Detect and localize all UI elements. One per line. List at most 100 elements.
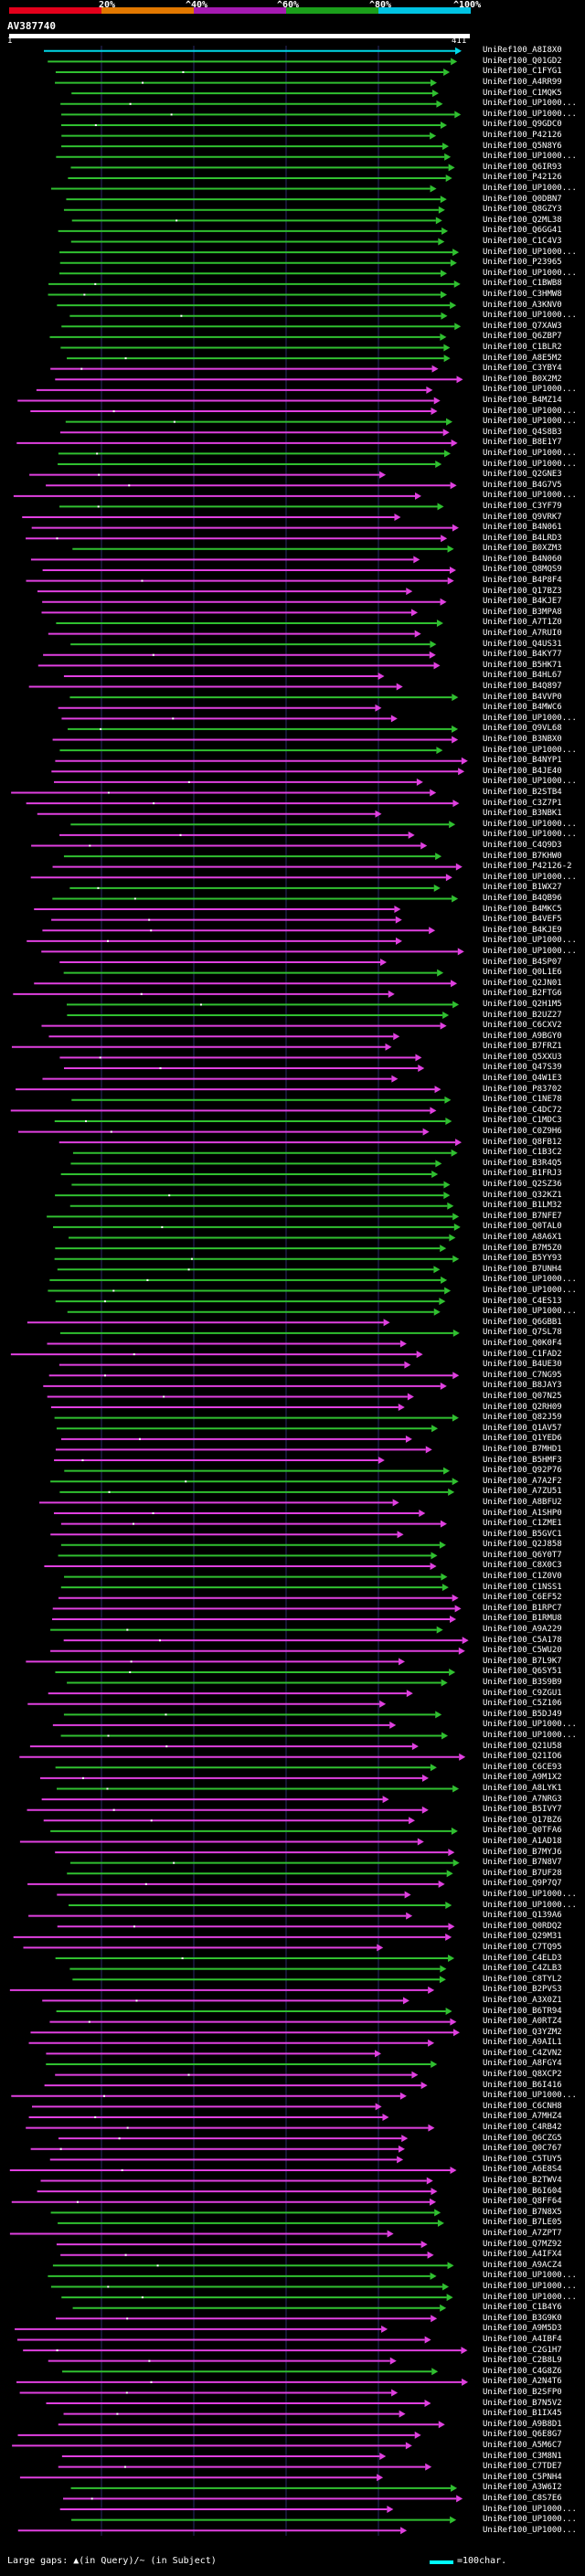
hit-row[interactable]: UniRef100_A4IFX4	[0, 2250, 585, 2260]
hit-row[interactable]: UniRef100_Q17BZ6	[0, 1816, 585, 1826]
hit-label[interactable]: UniRef100_UP1000...	[483, 946, 577, 956]
hit-row[interactable]: UniRef100_B4LRD3	[0, 534, 585, 544]
hit-label[interactable]: UniRef100_Q6E8G7	[483, 2430, 562, 2440]
hit-label[interactable]: UniRef100_B0XZM3	[483, 544, 562, 554]
hit-label[interactable]: UniRef100_Q5XXU3	[483, 1052, 562, 1062]
hit-row[interactable]: UniRef100_B7N5V2	[0, 2399, 585, 2409]
hit-label[interactable]: UniRef100_Q8MQS9	[483, 565, 562, 575]
hit-row[interactable]: UniRef100_C4ZVN2	[0, 2049, 585, 2059]
hit-label[interactable]: UniRef100_UP1000...	[483, 268, 577, 278]
hit-label[interactable]: UniRef100_Q92P76	[483, 1466, 562, 1476]
hit-label[interactable]: UniRef100_UP1000...	[483, 184, 577, 194]
hit-row[interactable]: UniRef100_C1C4V3	[0, 237, 585, 247]
hit-row[interactable]: UniRef100_C3Z7P1	[0, 799, 585, 809]
hit-row[interactable]: UniRef100_B7M5Z0	[0, 1244, 585, 1254]
hit-label[interactable]: UniRef100_Q21U58	[483, 1741, 562, 1751]
hit-label[interactable]: UniRef100_Q82J59	[483, 1413, 562, 1423]
hit-label[interactable]: UniRef100_A7ZPT7	[483, 2229, 562, 2239]
hit-label[interactable]: UniRef100_B4KY77	[483, 650, 562, 660]
hit-row[interactable]: UniRef100_B0XZM3	[0, 544, 585, 554]
hit-label[interactable]: UniRef100_B7NFE7	[483, 1211, 562, 1221]
hit-label[interactable]: UniRef100_A7ZU51	[483, 1487, 562, 1497]
hit-row[interactable]: UniRef100_Q32KZ1	[0, 1191, 585, 1201]
hit-row[interactable]: UniRef100_A9ACZ4	[0, 2261, 585, 2271]
hit-label[interactable]: UniRef100_A9B8D1	[483, 2419, 562, 2429]
hit-row[interactable]: UniRef100_C1BLR2	[0, 343, 585, 353]
hit-row[interactable]: UniRef100_B7NFE7	[0, 1212, 585, 1222]
hit-label[interactable]: UniRef100_A8E5M2	[483, 353, 562, 363]
hit-label[interactable]: UniRef100_P42126	[483, 173, 562, 183]
hit-row[interactable]: UniRef100_UP1000...	[0, 1890, 585, 1900]
hit-row[interactable]: UniRef100_B4HL67	[0, 671, 585, 681]
hit-row[interactable]: UniRef100_A9A229	[0, 1625, 585, 1635]
hit-row[interactable]: UniRef100_B7N8V7	[0, 1858, 585, 1868]
hit-label[interactable]: UniRef100_UP1000...	[483, 406, 577, 416]
hit-row[interactable]: UniRef100_UP1000...	[0, 2515, 585, 2525]
hit-label[interactable]: UniRef100_C1Z0V0	[483, 1572, 562, 1582]
hit-row[interactable]: UniRef100_C4ELD3	[0, 1954, 585, 1964]
hit-row[interactable]: UniRef100_B5DJ49	[0, 1710, 585, 1720]
hit-label[interactable]: UniRef100_C6CXV2	[483, 1021, 562, 1031]
hit-label[interactable]: UniRef100_UP1000...	[483, 1286, 577, 1295]
hit-row[interactable]: UniRef100_A0RTZ4	[0, 2017, 585, 2027]
hit-label[interactable]: UniRef100_B4HL67	[483, 671, 562, 681]
hit-row[interactable]: UniRef100_B7MYJ6	[0, 1848, 585, 1858]
hit-row[interactable]: UniRef100_C1ZME1	[0, 1519, 585, 1529]
hit-row[interactable]: UniRef100_C5WU20	[0, 1646, 585, 1656]
hit-row[interactable]: UniRef100_A5M6C7	[0, 2441, 585, 2451]
hit-row[interactable]: UniRef100_A8LYK1	[0, 1784, 585, 1794]
hit-label[interactable]: UniRef100_UP1000...	[483, 99, 577, 109]
hit-row[interactable]: UniRef100_B4KJE9	[0, 926, 585, 936]
hit-row[interactable]: UniRef100_Q82J59	[0, 1413, 585, 1423]
hit-label[interactable]: UniRef100_C5A178	[483, 1635, 562, 1645]
hit-row[interactable]: UniRef100_A8FGY4	[0, 2059, 585, 2069]
hit-row[interactable]: UniRef100_Q07N25	[0, 1392, 585, 1402]
hit-label[interactable]: UniRef100_C8S7E6	[483, 2493, 562, 2503]
hit-row[interactable]: UniRef100_C1NSS1	[0, 1583, 585, 1593]
hit-label[interactable]: UniRef100_Q0RDQ2	[483, 1921, 562, 1931]
hit-label[interactable]: UniRef100_A5M6C7	[483, 2440, 562, 2450]
hit-row[interactable]: UniRef100_C5A178	[0, 1636, 585, 1646]
hit-row[interactable]: UniRef100_B6I604	[0, 2187, 585, 2197]
hit-row[interactable]: UniRef100_Q9P7Q7	[0, 1879, 585, 1889]
hit-label[interactable]: UniRef100_B4P8F4	[483, 576, 562, 586]
hit-row[interactable]: UniRef100_C5Z106	[0, 1699, 585, 1709]
hit-label[interactable]: UniRef100_Q6CZG5	[483, 2133, 562, 2143]
hit-row[interactable]: UniRef100_A8BFU2	[0, 1498, 585, 1508]
hit-label[interactable]: UniRef100_A9A229	[483, 1625, 562, 1635]
hit-label[interactable]: UniRef100_A8BFU2	[483, 1497, 562, 1507]
hit-row[interactable]: UniRef100_UP1000...	[0, 1275, 585, 1285]
hit-label[interactable]: UniRef100_Q21IO6	[483, 1752, 562, 1762]
hit-label[interactable]: UniRef100_Q139A6	[483, 1911, 562, 1921]
hit-label[interactable]: UniRef100_Q6ZBP7	[483, 332, 562, 342]
hit-row[interactable]: UniRef100_UP1000...	[0, 248, 585, 258]
hit-label[interactable]: UniRef100_C8X0C3	[483, 1561, 562, 1571]
hit-row[interactable]: UniRef100_Q6GBB1	[0, 1318, 585, 1328]
hit-row[interactable]: UniRef100_A3W6I2	[0, 2483, 585, 2493]
hit-row[interactable]: UniRef100_UP1000...	[0, 947, 585, 957]
hit-label[interactable]: UniRef100_Q6IR93	[483, 162, 562, 172]
hit-label[interactable]: UniRef100_Q0TFA6	[483, 1826, 562, 1836]
hit-row[interactable]: UniRef100_Q29M31	[0, 1932, 585, 1942]
hit-row[interactable]: UniRef100_Q17BZ3	[0, 587, 585, 597]
hit-label[interactable]: UniRef100_Q6GBB1	[483, 1317, 562, 1327]
hit-label[interactable]: UniRef100_Q9VL68	[483, 724, 562, 734]
hit-row[interactable]: UniRef100_Q6IR93	[0, 163, 585, 173]
hit-row[interactable]: UniRef100_B2FTG6	[0, 989, 585, 999]
hit-label[interactable]: UniRef100_UP1000...	[483, 247, 577, 257]
hit-row[interactable]: UniRef100_UP1000...	[0, 417, 585, 427]
hit-label[interactable]: UniRef100_C0Z9H6	[483, 1127, 562, 1137]
hit-row[interactable]: UniRef100_B3R4Q5	[0, 1159, 585, 1169]
hit-label[interactable]: UniRef100_A8I8X0	[483, 46, 562, 56]
hit-label[interactable]: UniRef100_B2STB4	[483, 788, 562, 797]
hit-label[interactable]: UniRef100_B7UF28	[483, 1868, 562, 1878]
hit-row[interactable]: UniRef100_B7LE05	[0, 2218, 585, 2228]
hit-label[interactable]: UniRef100_Q2GNE3	[483, 470, 562, 480]
hit-row[interactable]: UniRef100_A8A6X1	[0, 1233, 585, 1243]
hit-row[interactable]: UniRef100_C6EF52	[0, 1593, 585, 1603]
hit-label[interactable]: UniRef100_B7M5Z0	[483, 1243, 562, 1253]
hit-row[interactable]: UniRef100_UP1000...	[0, 746, 585, 756]
hit-row[interactable]: UniRef100_B4NYP1	[0, 756, 585, 766]
hit-row[interactable]: UniRef100_B1RMU8	[0, 1614, 585, 1624]
hit-row[interactable]: UniRef100_P42126	[0, 173, 585, 183]
